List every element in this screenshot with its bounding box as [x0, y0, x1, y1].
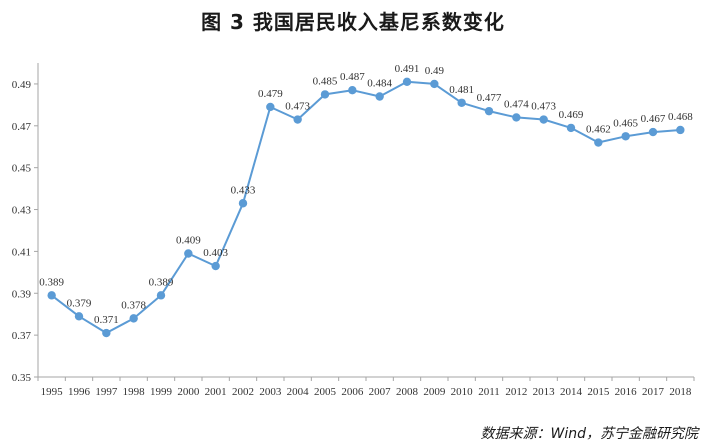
- data-label: 0.487: [340, 71, 365, 83]
- data-label: 0.409: [176, 234, 201, 246]
- data-point: [566, 123, 576, 133]
- x-tick-label: 1998: [123, 386, 146, 398]
- data-point: [47, 291, 56, 300]
- x-tick-label: 2009: [423, 386, 446, 398]
- data-label: 0.403: [203, 247, 228, 259]
- x-tick-label: 2010: [451, 386, 474, 398]
- data-point: [102, 328, 111, 338]
- data-point: [512, 113, 521, 122]
- data-point: [648, 127, 658, 137]
- data-point: [457, 98, 466, 107]
- data-label: 0.462: [586, 124, 611, 136]
- x-tick-label: 2012: [505, 386, 527, 398]
- data-label: 0.481: [449, 84, 474, 96]
- data-label: 0.378: [121, 299, 146, 311]
- series-line: [51, 80, 681, 334]
- x-tick-label: 1995: [41, 386, 64, 398]
- y-tick-label: 0.41: [12, 246, 31, 258]
- data-point: [539, 115, 548, 124]
- data-point: [402, 77, 412, 87]
- x-tick-label: 2014: [560, 386, 583, 398]
- data-point: [430, 79, 439, 89]
- y-axis-ticks: 0.35 0.37 0.39 0.41 0.43 0.45 0.47 0.49: [12, 79, 38, 384]
- y-tick-label: 0.43: [12, 205, 32, 217]
- data-point: [156, 291, 166, 300]
- y-tick-label: 0.47: [12, 121, 32, 133]
- series-line-group: [47, 77, 685, 338]
- x-tick-label: 2006: [341, 386, 364, 398]
- data-label: 0.465: [613, 117, 638, 129]
- data-label: 0.49: [425, 65, 445, 77]
- x-tick-label: 2018: [669, 386, 692, 398]
- data-point: [293, 115, 302, 124]
- data-label: 0.389: [149, 276, 174, 288]
- axes: [37, 63, 694, 378]
- x-tick-label: 1997: [95, 386, 118, 398]
- data-point: [266, 102, 275, 112]
- data-label: 0.477: [477, 92, 502, 104]
- data-label: 0.474: [504, 98, 529, 110]
- data-label: 0.491: [395, 63, 420, 75]
- data-label: 0.484: [367, 77, 392, 89]
- data-label: 0.485: [313, 75, 338, 87]
- x-tick-label: 1996: [68, 386, 91, 398]
- data-label: 0.468: [668, 111, 693, 123]
- x-tick-label: 2013: [533, 386, 556, 398]
- data-label: 0.467: [641, 113, 666, 125]
- data-point: [184, 249, 193, 258]
- data-label: 0.371: [94, 314, 119, 326]
- data-point: [129, 314, 138, 323]
- data-point: [211, 261, 220, 271]
- source-note: 数据来源：Wind，苏宁金融研究院: [480, 426, 699, 442]
- data-label: 0.379: [67, 297, 92, 309]
- y-tick-label: 0.45: [12, 163, 32, 175]
- data-point: [375, 92, 384, 101]
- y-tick-label: 0.35: [12, 372, 32, 384]
- data-point: [74, 312, 84, 321]
- x-tick-label: 2003: [259, 386, 282, 398]
- x-tick-label: 2000: [177, 386, 200, 398]
- data-labels: 0.3890.3790.3710.3780.3890.4090.4030.433…: [39, 63, 693, 326]
- x-tick-label: 2001: [205, 386, 227, 398]
- data-label: 0.473: [531, 101, 556, 113]
- y-tick-label: 0.49: [12, 79, 32, 91]
- data-label: 0.389: [39, 276, 64, 288]
- data-point: [594, 138, 603, 147]
- data-label: 0.433: [231, 184, 256, 196]
- x-axis-ticks: 1995 1996 1997 1998 1999 2000 2001 2002 2003 2004…: [37, 377, 695, 398]
- x-tick-label: 2002: [232, 386, 254, 398]
- data-point: [676, 125, 685, 135]
- x-tick-label: 2007: [369, 386, 392, 398]
- x-tick-label: 2016: [615, 386, 638, 398]
- data-point: [348, 86, 357, 95]
- data-point: [484, 106, 494, 116]
- x-tick-label: 2005: [314, 386, 337, 398]
- data-point: [621, 132, 630, 141]
- x-tick-label: 2015: [587, 386, 610, 398]
- data-point: [320, 90, 330, 99]
- x-tick-label: 2004: [287, 386, 310, 398]
- x-tick-label: 2008: [396, 386, 419, 398]
- data-point: [238, 199, 248, 208]
- chart-title: 图 3 我国居民收入基尼系数变化: [201, 10, 505, 34]
- y-tick-label: 0.37: [12, 330, 32, 342]
- x-tick-label: 1999: [150, 386, 173, 398]
- data-label: 0.479: [258, 88, 283, 100]
- x-tick-label: 2011: [478, 386, 500, 398]
- data-label: 0.469: [559, 109, 584, 121]
- x-tick-label: 2017: [642, 386, 665, 398]
- y-tick-label: 0.39: [12, 288, 32, 300]
- data-label: 0.473: [285, 101, 310, 113]
